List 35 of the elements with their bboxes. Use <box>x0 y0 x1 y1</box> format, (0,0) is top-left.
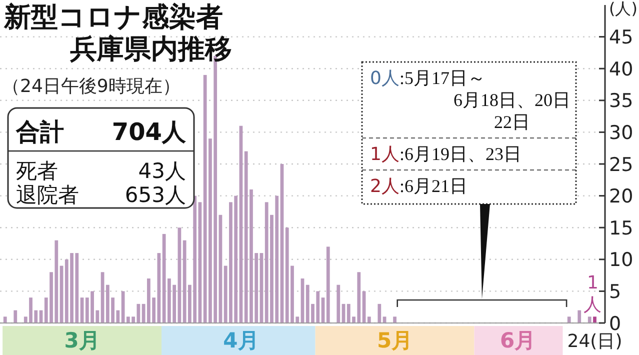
annotation: 2人:6月21日 <box>370 176 468 197</box>
x-tick-label: 6月 <box>500 328 536 353</box>
y-tick-label: 45 <box>609 26 634 49</box>
bar <box>393 316 396 323</box>
bar <box>593 316 596 323</box>
y-tick-label: 15 <box>609 217 634 240</box>
y-tick-label: 5 <box>609 281 622 304</box>
bar <box>336 284 340 323</box>
y-tick-label: 35 <box>609 90 634 112</box>
bar <box>567 316 571 323</box>
y-tick-label: 40 <box>609 58 634 80</box>
bar <box>367 316 371 323</box>
annotation: 1人:6月19日、23日 <box>370 144 522 165</box>
bar <box>3 316 7 323</box>
y-tick-label: 30 <box>609 122 634 144</box>
text: 退院者 653人 <box>16 183 186 207</box>
bar <box>378 304 382 323</box>
x-tick-label: 5月 <box>376 328 413 353</box>
x-tick-label: 3月 <box>64 328 100 353</box>
y-tick-label: 10 <box>609 249 634 272</box>
bar <box>578 310 582 323</box>
y-axis-title: (人) <box>609 0 638 18</box>
annotation: 0人:5月17日～ 6月18日、20日 22日 <box>370 68 570 132</box>
text: 死者 43人 <box>16 159 186 183</box>
x-tick-label: 4月 <box>223 328 259 353</box>
y-tick-label: 25 <box>609 154 634 176</box>
bar <box>326 246 330 323</box>
bar <box>588 316 592 323</box>
bar <box>14 310 18 323</box>
text: 新型コロナ感染者兵庫県内推移 <box>3 2 232 65</box>
annotation: 1人 <box>584 272 602 316</box>
x-tick-label: 24(日) <box>567 331 622 352</box>
text: （24日午後9時現在） <box>2 76 180 97</box>
text: 合計 704人 <box>16 118 186 146</box>
y-tick-label: 20 <box>609 186 634 208</box>
